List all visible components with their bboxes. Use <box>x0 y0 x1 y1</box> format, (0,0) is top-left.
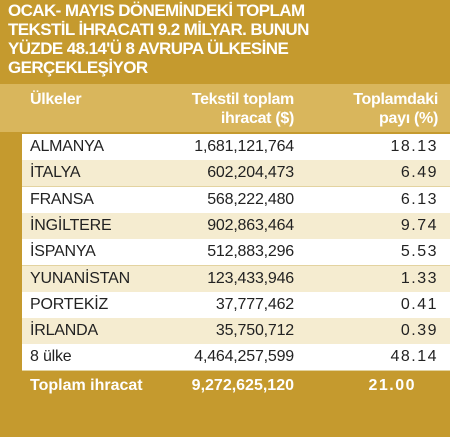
header-band <box>0 84 450 132</box>
cell: 512,883,296 <box>207 243 294 261</box>
table-row: YUNANİSTAN 123,433,946 1.33 <box>22 265 450 293</box>
cell: 0.41 <box>400 295 438 313</box>
table-row: İTALYA 602,204,473 6.49 <box>22 160 450 188</box>
cell: 5.53 <box>400 243 438 261</box>
title-line: TEKSTİL İHRACATI 9.2 MİLYAR. BUNUN <box>8 20 309 39</box>
column-header: payı (%) <box>379 110 438 127</box>
cell: İRLANDA <box>30 322 98 340</box>
cell: 1.33 <box>400 269 438 287</box>
cell: 9.74 <box>400 216 438 234</box>
column-header: Toplamdaki <box>353 91 438 108</box>
table-row: PORTEKİZ 37,777,462 0.41 <box>22 291 450 319</box>
cell: 18.13 <box>390 138 438 155</box>
table-row: FRANSA 568,222,480 6.13 <box>22 186 450 214</box>
total-cell: 9,272,625,120 <box>191 377 294 394</box>
title-line: YÜZDE 48.14'Ü 8 AVRUPA ÜLKESİNE <box>8 39 289 58</box>
cell: 4,464,257,599 <box>194 348 294 366</box>
table-row: ALMANYA 1,681,121,764 18.13 <box>22 134 450 161</box>
cell: PORTEKİZ <box>30 295 109 313</box>
cell: FRANSA <box>30 190 94 208</box>
total-cell: Toplam ihracat <box>30 377 143 394</box>
column-header: Tekstil toplam <box>191 91 295 108</box>
cell: 602,204,473 <box>207 164 294 182</box>
cell: İNGİLTERE <box>30 216 112 234</box>
cell: 37,777,462 <box>215 295 294 313</box>
title-line: OCAK- MAYIS DÖNEMİNDEKİ TOPLAM <box>8 1 305 20</box>
cell: 123,433,946 <box>207 269 294 287</box>
total-cell: 21.00 <box>368 377 416 394</box>
table-row: İRLANDA 35,750,712 0.39 <box>22 318 450 346</box>
cell: 0.39 <box>400 322 438 340</box>
column-header: ihracat ($) <box>220 110 294 127</box>
cell: 568,222,480 <box>207 190 294 208</box>
cell: 35,750,712 <box>215 322 294 340</box>
cell: İSPANYA <box>30 243 96 261</box>
cell: 902,863,464 <box>207 216 294 234</box>
column-header: Ülkeler <box>30 91 82 108</box>
cell: 6.13 <box>400 190 438 208</box>
cell: 6.49 <box>400 164 438 182</box>
cell: 1,681,121,764 <box>194 138 294 155</box>
cell: YUNANİSTAN <box>30 269 130 287</box>
title-line: GERÇEKLEŞİYOR <box>8 58 148 77</box>
cell: İTALYA <box>30 164 81 182</box>
cell: 48.14 <box>390 348 438 366</box>
table-row: İSPANYA 512,883,296 5.53 <box>22 239 450 267</box>
table-row: İNGİLTERE 902,863,464 9.74 <box>22 212 450 240</box>
cell: 8 ülke <box>30 348 72 366</box>
table-row: 8 ülke 4,464,257,599 48.14 <box>22 344 450 372</box>
cell: ALMANYA <box>30 138 104 155</box>
